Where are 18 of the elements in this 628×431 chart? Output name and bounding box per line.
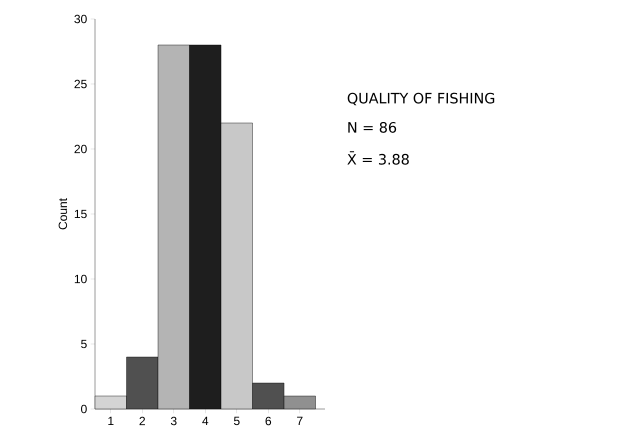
x-tick-label: 1 (108, 416, 114, 425)
y-tick-label: 10 (74, 274, 87, 284)
x-tick-label: 7 (297, 416, 303, 425)
x-tick-label: 4 (202, 416, 208, 425)
y-tick-label: 30 (74, 14, 87, 24)
y-tick-label: 25 (74, 80, 87, 88)
x-tick-label: 5 (234, 416, 240, 426)
y-tick-label: 5 (81, 340, 87, 348)
text: QUALITY OF FISHING (348, 92, 494, 106)
text: N = 86 (348, 122, 396, 133)
text: X̄ = 3.88 (347, 151, 409, 165)
y-axis-title: Count (58, 198, 68, 230)
y-tick-label: 0 (81, 404, 87, 414)
x-tick-label: 3 (170, 416, 177, 426)
x-tick-label: 2 (140, 416, 145, 426)
x-tick-label: 6 (266, 416, 272, 426)
y-tick-label: 20 (74, 144, 87, 154)
y-tick-label: 15 (74, 210, 87, 218)
